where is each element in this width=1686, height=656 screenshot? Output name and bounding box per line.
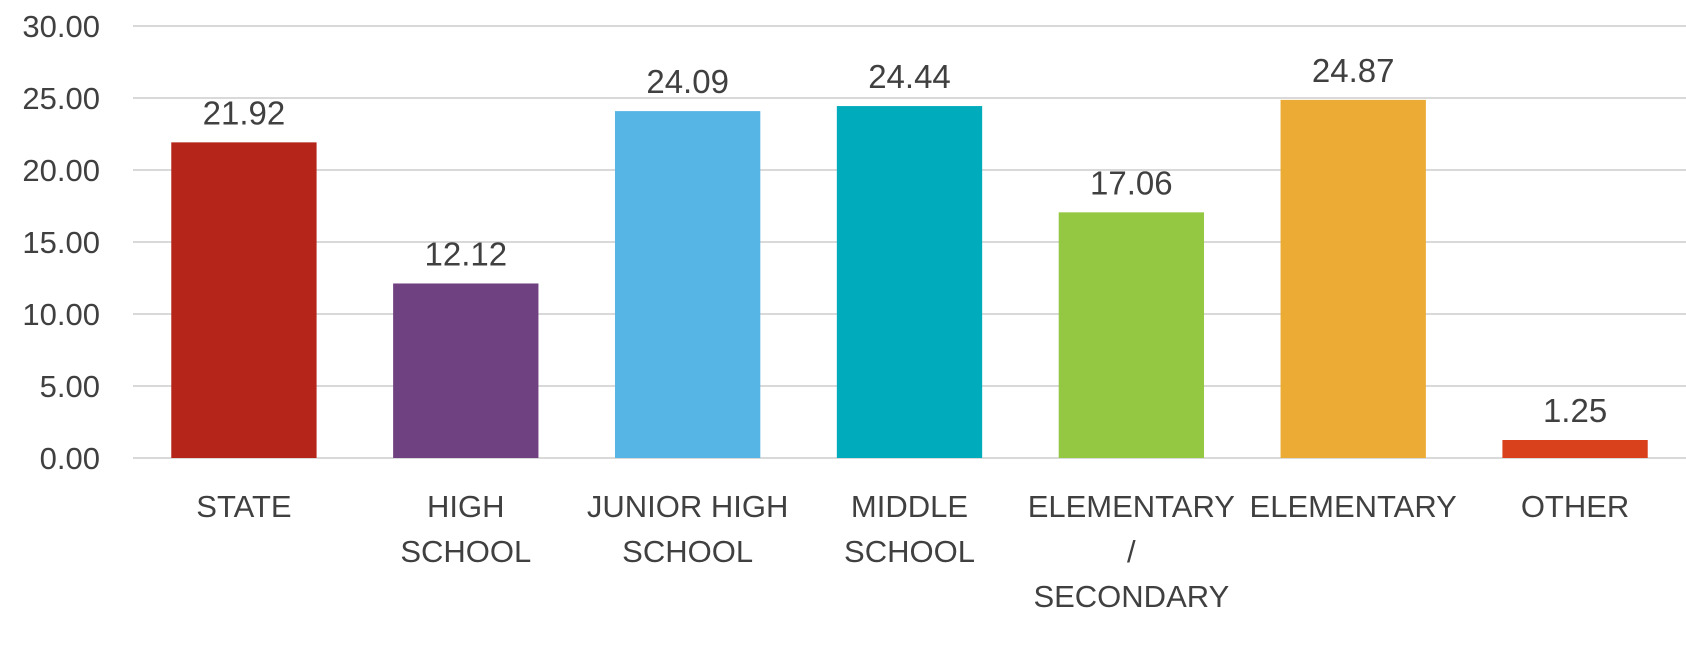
category-label: ELEMENTARY (1250, 489, 1457, 524)
data-label: 12.12 (424, 235, 507, 272)
bar (614, 111, 761, 458)
category-label: OTHER (1521, 489, 1630, 524)
data-label: 24.09 (646, 63, 729, 100)
bar (836, 106, 983, 459)
y-tick-label: 15.00 (22, 225, 100, 260)
category-label: HIGH (427, 489, 505, 524)
y-tick-label: 5.00 (40, 369, 100, 404)
bar (1280, 99, 1426, 458)
y-tick-label: 30.00 (22, 9, 100, 44)
bar (1502, 440, 1648, 458)
category-label: / (1127, 534, 1136, 569)
category-label: SCHOOL (622, 534, 753, 569)
bar (1058, 212, 1205, 458)
x-axis-category-labels: STATE HIGH SCHOOL JUNIOR HIGH SCHOOL MIDDLE SC… (196, 489, 1629, 614)
y-tick-label: 0.00 (40, 441, 100, 476)
category-label: JUNIOR HIGH (587, 489, 789, 524)
bar (171, 142, 317, 459)
category-label: SCHOOL (400, 534, 531, 569)
data-label: 17.06 (1090, 164, 1173, 201)
bars (171, 99, 1648, 459)
bar (393, 283, 539, 458)
category-label: SCHOOL (844, 534, 975, 569)
category-label: ELEMENTARY (1028, 489, 1235, 524)
data-label: 21.92 (203, 94, 286, 131)
y-axis-tick-labels: 0.00 5.00 10.00 15.00 20.00 25.00 30.00 (22, 9, 100, 476)
y-tick-label: 25.00 (22, 81, 100, 116)
category-label: STATE (196, 489, 291, 524)
y-tick-label: 20.00 (22, 153, 100, 188)
data-label: 1.25 (1543, 392, 1607, 429)
data-label: 24.87 (1312, 52, 1395, 89)
y-tick-label: 10.00 (22, 297, 100, 332)
category-label: SECONDARY (1033, 579, 1229, 614)
data-label: 24.44 (868, 58, 951, 95)
data-labels: 21.92 12.12 24.09 24.44 17.06 24.87 1.25 (203, 52, 1608, 429)
category-label: MIDDLE (851, 489, 968, 524)
